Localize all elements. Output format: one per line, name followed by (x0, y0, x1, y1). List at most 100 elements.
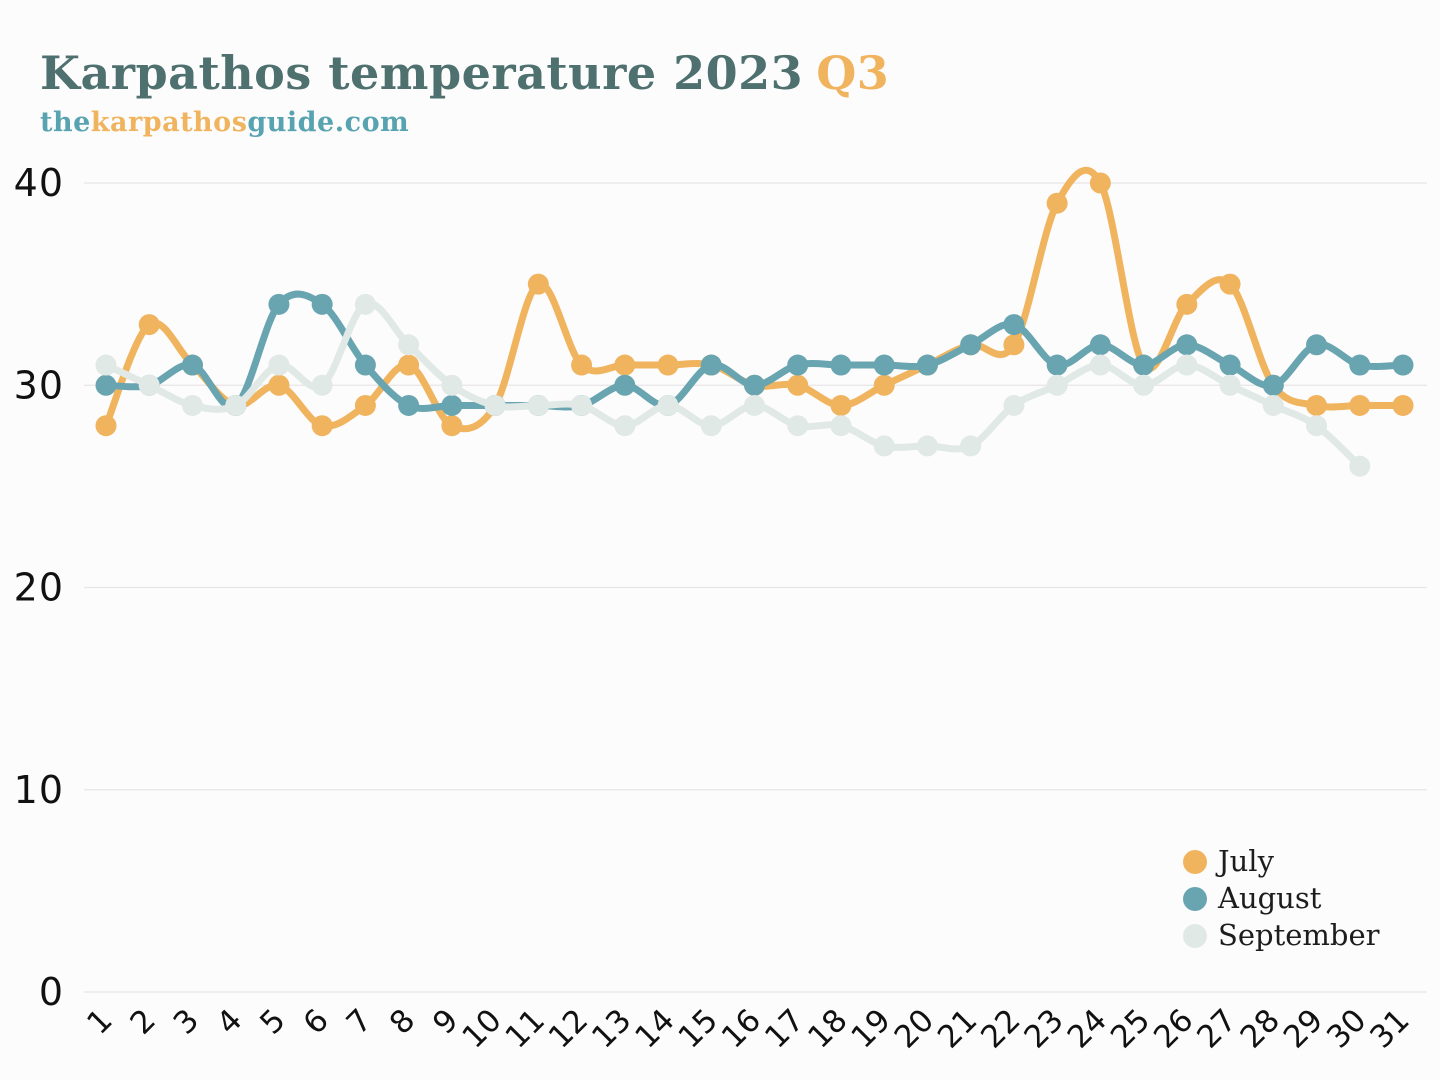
subtitle-part-the: the (40, 106, 91, 138)
y-axis-tick-label: 30 (14, 363, 64, 407)
data-point-july-7 (354, 394, 376, 416)
data-point-august-28 (1262, 374, 1284, 396)
x-axis-tick-label: 1 (80, 1002, 119, 1041)
data-point-july-18 (830, 394, 852, 416)
x-axis-tick-label: 7 (340, 1002, 379, 1041)
data-point-august-23 (1046, 354, 1068, 376)
data-point-august-22 (1003, 314, 1025, 336)
x-axis-tick-label: 8 (383, 1002, 422, 1041)
data-point-july-24 (1089, 172, 1111, 194)
data-point-september-7 (354, 293, 376, 315)
data-point-september-21 (960, 435, 982, 457)
legend-label-september: September (1218, 918, 1380, 952)
data-point-september-24 (1089, 354, 1111, 376)
y-axis-tick-label: 20 (14, 566, 64, 610)
data-point-july-17 (787, 374, 809, 396)
data-point-august-30 (1349, 354, 1371, 376)
data-point-july-23 (1046, 192, 1068, 214)
data-point-july-19 (873, 374, 895, 396)
data-point-september-14 (657, 394, 679, 416)
data-point-august-25 (1133, 354, 1155, 376)
data-point-july-31 (1392, 394, 1414, 416)
data-point-september-29 (1306, 415, 1328, 437)
data-point-august-26 (1176, 334, 1198, 356)
data-point-august-8 (398, 394, 420, 416)
data-point-july-26 (1176, 293, 1198, 315)
data-point-august-31 (1392, 354, 1414, 376)
legend-label-august: August (1218, 881, 1322, 915)
data-point-july-14 (657, 354, 679, 376)
data-point-july-12 (571, 354, 593, 376)
data-point-august-9 (441, 394, 463, 416)
data-point-august-1 (95, 374, 117, 396)
data-point-august-18 (830, 354, 852, 376)
data-point-july-11 (527, 273, 549, 295)
legend-label-july: July (1218, 844, 1274, 878)
data-point-september-12 (571, 394, 593, 416)
data-point-september-23 (1046, 374, 1068, 396)
data-point-july-13 (614, 354, 636, 376)
legend-row-august: August (1183, 880, 1380, 917)
data-point-september-15 (700, 415, 722, 437)
data-point-july-29 (1306, 394, 1328, 416)
site-subtitle: thekarpathosguide.com (40, 107, 889, 138)
data-point-august-13 (614, 374, 636, 396)
x-axis-tick-label: 6 (296, 1002, 335, 1041)
data-point-september-22 (1003, 394, 1025, 416)
y-axis-tick-label: 40 (14, 161, 64, 205)
data-point-july-27 (1219, 273, 1241, 295)
data-point-september-5 (268, 354, 290, 376)
data-point-september-20 (916, 435, 938, 457)
data-point-july-8 (398, 354, 420, 376)
chart-legend: July August September (1183, 843, 1380, 954)
data-point-august-16 (744, 374, 765, 396)
x-axis-tick-label: 3 (167, 1002, 206, 1041)
subtitle-part-guide: guide.com (247, 106, 410, 138)
data-point-september-8 (398, 334, 420, 356)
data-point-september-27 (1219, 374, 1241, 396)
data-point-august-15 (700, 354, 722, 376)
data-point-september-19 (873, 435, 895, 457)
x-axis-tick-label: 31 (1363, 1002, 1416, 1055)
july-swatch-icon (1183, 849, 1207, 874)
data-point-july-6 (311, 415, 333, 437)
data-point-july-2 (138, 314, 160, 336)
legend-row-september: September (1183, 917, 1380, 954)
data-point-july-1 (95, 415, 117, 437)
data-point-september-28 (1262, 394, 1284, 416)
data-point-august-3 (181, 354, 203, 376)
data-point-july-30 (1349, 394, 1371, 416)
data-point-september-3 (181, 394, 203, 416)
data-point-august-7 (354, 354, 376, 376)
data-point-august-17 (787, 354, 809, 376)
data-point-september-26 (1176, 354, 1198, 376)
data-point-september-10 (484, 394, 506, 416)
data-point-august-20 (916, 354, 938, 376)
data-point-september-6 (311, 374, 333, 396)
data-point-september-9 (441, 374, 463, 396)
data-point-september-16 (744, 394, 765, 416)
subtitle-part-karpathos: karpathos (90, 106, 248, 138)
september-swatch-icon (1183, 923, 1207, 948)
data-point-september-1 (95, 354, 117, 376)
data-point-august-5 (268, 293, 290, 315)
data-point-july-5 (268, 374, 290, 396)
data-point-july-22 (1003, 334, 1025, 356)
x-axis-tick-label: 4 (210, 1002, 249, 1041)
y-axis-tick-label: 0 (39, 970, 64, 1014)
data-point-september-25 (1133, 374, 1155, 396)
page-title-quarter: Q3 (816, 46, 890, 100)
data-point-september-4 (225, 394, 247, 416)
data-point-september-17 (787, 415, 809, 437)
page-title-main: Karpathos temperature 2023 (40, 46, 804, 100)
data-point-september-30 (1349, 455, 1371, 477)
data-point-august-27 (1219, 354, 1241, 376)
data-point-september-11 (527, 394, 549, 416)
data-point-august-19 (873, 354, 895, 376)
x-axis-tick-label: 5 (253, 1002, 292, 1041)
data-point-august-24 (1089, 334, 1111, 356)
page-title: Karpathos temperature 2023 Q3 (40, 48, 889, 99)
data-point-august-21 (960, 334, 982, 356)
